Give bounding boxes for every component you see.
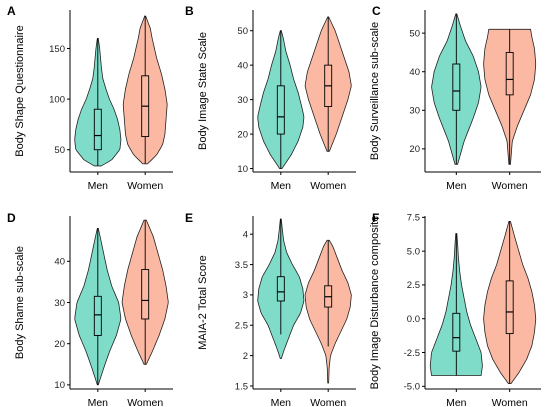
y-axis-label: Body Image Disturbance composite xyxy=(369,216,381,390)
iqr-box-women xyxy=(505,280,514,335)
x-tick-label-women: Women xyxy=(492,180,528,192)
y-axis-label: MAIA-2 Total Score xyxy=(197,255,209,350)
y-tick-label: 2.5 xyxy=(407,280,420,291)
y-tick-label: 4 xyxy=(243,230,248,241)
iqr-box-women xyxy=(141,269,150,320)
y-tick-label: 20 xyxy=(54,339,65,350)
y-axis-label: Body Image State Scale xyxy=(197,32,209,150)
y-tick-label: 10 xyxy=(237,164,248,175)
y-tick-label: 20 xyxy=(237,129,248,140)
y-tick-label: 2.5 xyxy=(235,321,248,332)
y-tick-label: -2.5 xyxy=(404,348,420,359)
panel-letter-C: C xyxy=(372,4,381,18)
x-tick-label-women: Women xyxy=(492,397,528,407)
y-tick-label: 50 xyxy=(237,26,248,37)
y-tick-label: 40 xyxy=(54,257,65,268)
iqr-box-men xyxy=(452,63,461,111)
y-axis-label: Body Surveillance sub-scale xyxy=(369,22,381,160)
y-tick-label: 1.5 xyxy=(235,381,248,392)
panel-letter-D: D xyxy=(7,211,16,225)
x-tick-label-women: Women xyxy=(310,180,346,192)
y-tick-label: 50 xyxy=(409,28,420,39)
x-tick-label-men: Men xyxy=(271,397,292,407)
y-tick-label: 40 xyxy=(237,60,248,71)
panel-letter-A: A xyxy=(7,4,16,18)
y-tick-label: 150 xyxy=(49,44,65,55)
iqr-box-men xyxy=(93,108,102,151)
x-tick-label-men: Men xyxy=(446,180,467,192)
iqr-box-men xyxy=(452,312,461,352)
x-tick-label-women: Women xyxy=(127,180,163,192)
y-tick-label: 20 xyxy=(409,144,420,155)
y-tick-label: 10 xyxy=(54,380,65,391)
y-tick-label: 3.5 xyxy=(235,260,248,271)
y-axis-label: Body Shape Questionnaire xyxy=(14,25,26,156)
y-tick-label: 5.0 xyxy=(407,246,420,257)
panel-letter-F: F xyxy=(372,211,379,225)
y-tick-label: -5.0 xyxy=(404,382,420,393)
y-tick-label: 3 xyxy=(243,290,248,301)
y-tick-label: 100 xyxy=(49,94,65,105)
panel-letter-E: E xyxy=(185,211,193,225)
y-tick-label: 0.0 xyxy=(407,314,420,325)
x-tick-label-men: Men xyxy=(446,397,467,407)
x-tick-label-men: Men xyxy=(88,180,109,192)
x-tick-label-women: Women xyxy=(310,397,346,407)
y-tick-label: 2 xyxy=(243,351,248,362)
iqr-box-men xyxy=(93,295,102,336)
iqr-box-men xyxy=(276,85,285,135)
y-axis-label: Body Shame sub-scale xyxy=(14,246,26,359)
y-tick-label: 7.5 xyxy=(407,213,420,224)
x-tick-label-women: Women xyxy=(127,397,163,407)
y-tick-label: 30 xyxy=(54,298,65,309)
x-tick-label-men: Men xyxy=(88,397,109,407)
iqr-box-women xyxy=(505,51,514,96)
iqr-box-men xyxy=(276,276,285,302)
y-tick-label: 50 xyxy=(54,145,65,156)
y-tick-label: 30 xyxy=(237,95,248,106)
y-tick-label: 30 xyxy=(409,106,420,117)
x-tick-label-men: Men xyxy=(271,180,292,192)
y-tick-label: 40 xyxy=(409,67,420,78)
panel-letter-B: B xyxy=(185,4,194,18)
